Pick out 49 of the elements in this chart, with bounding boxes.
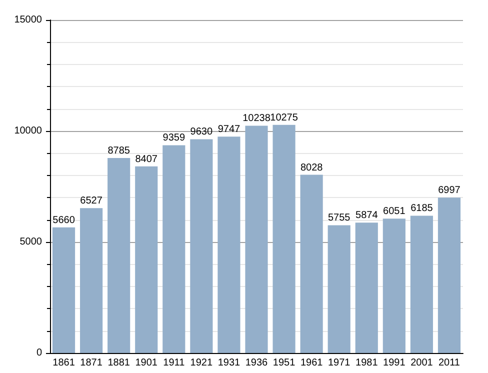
data-label: 6527 [80,196,103,207]
x-tick-label: 1991 [383,358,406,368]
data-label: 8407 [135,154,158,165]
x-tick-label: 1931 [218,358,241,368]
data-label: 5874 [356,210,378,222]
y-tick-label: 5000 [20,236,42,248]
bar [272,124,296,353]
data-label: 6051 [383,206,406,218]
data-label: 10238 [242,113,271,124]
bar [328,225,350,353]
x-tick-label: 1971 [328,358,351,368]
bar [382,218,406,353]
x-tick-label: 1911 [163,358,186,368]
x-tick-label: 1901 [135,358,158,368]
x-tick-label: 1961 [300,358,324,368]
x-tick-label: 1951 [272,358,296,368]
x-tick-label: 1861 [52,358,76,368]
bar [245,126,268,353]
bar [218,136,240,353]
bar [80,208,103,353]
y-tick-label: 10000 [14,126,42,136]
bar [355,222,378,353]
data-label: 8028 [300,162,324,174]
data-label: 10275 [270,112,298,124]
bar [108,158,130,353]
bar [135,166,158,353]
x-tick-label: 2011 [438,358,460,368]
x-tick-label: 1921 [190,358,213,368]
data-label: 6997 [438,185,461,196]
y-tick-label: 0 [36,348,42,358]
bar [438,198,461,353]
bar [300,174,323,353]
data-label: 5755 [328,212,351,224]
data-label: 8785 [108,145,130,156]
data-label: 5660 [52,214,76,226]
x-tick-label: 1871 [80,358,103,368]
x-tick-label: 1981 [356,358,378,368]
bar [190,139,213,353]
x-tick-label: 2001 [410,358,434,368]
x-tick-label: 1936 [245,358,268,368]
x-tick-label: 1881 [108,358,130,368]
data-label: 9630 [190,126,213,138]
bar [162,145,186,353]
bar [410,216,433,353]
y-tick-label: 15000 [14,14,42,26]
data-label: 6185 [410,203,434,214]
bar [52,227,76,353]
data-label: 9747 [218,124,241,136]
data-label: 9359 [162,132,186,144]
